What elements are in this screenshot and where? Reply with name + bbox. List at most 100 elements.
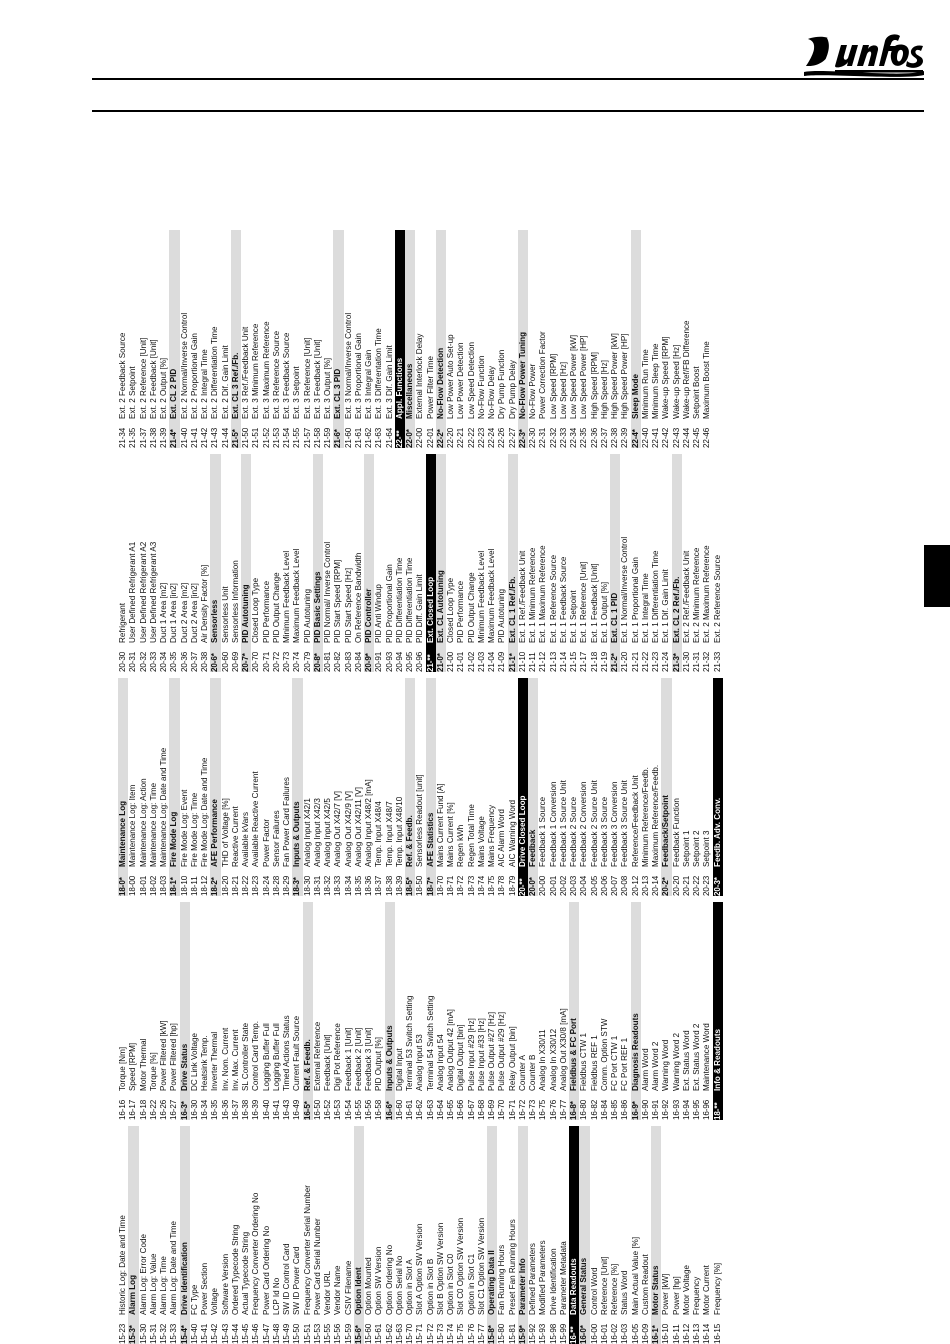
parameter-label: THD of Voltage [%]	[220, 798, 230, 867]
parameter-code: 21-19	[599, 651, 609, 672]
parameter-code: 16-5*	[302, 1101, 312, 1120]
parameter-code: 15-31	[148, 1323, 158, 1344]
group-header-row: 21-4* Ext. CL 2 PID	[169, 230, 180, 448]
group-header-row: 15-4* Drive Identification	[179, 1126, 190, 1344]
parameter-row: 16-66 Digital Output [bin]	[456, 902, 466, 1120]
parameter-row: 22-21 Low Power Detection	[456, 230, 466, 448]
parameter-code: 15-92	[528, 1323, 537, 1344]
parameter-row: 18-24 Power Factor	[262, 678, 272, 896]
parameter-row: 20-37 Duct 2 Area [in2]	[190, 454, 200, 672]
parameter-row: 22-22 Low Speed Detection	[467, 230, 477, 448]
parameter-code: 16-0*	[579, 1325, 589, 1344]
parameter-code: 21-54	[282, 427, 291, 448]
parameter-label: Fieldbus & FC Port	[569, 1018, 578, 1091]
group-header-row: 15-9* Parameter Info	[517, 1126, 528, 1344]
parameter-code: 16-13	[692, 1323, 701, 1344]
parameter-row: 16-41 Logging Buffer Full	[272, 902, 282, 1120]
group-header-row: 18-5* Ref. & Feedb.	[405, 678, 416, 896]
parameter-code: 21-6*	[333, 429, 343, 448]
parameter-code: 20-21	[681, 875, 691, 896]
parameter-row: 16-69 Pulse Output #27 [Hz]	[487, 902, 497, 1120]
parameter-label: PID Autotuning	[241, 584, 250, 643]
parameter-code: 16-36	[220, 1099, 230, 1120]
parameter-code: 20-35	[169, 651, 179, 672]
parameter-row: 16-94 Ext. Status Word	[682, 902, 692, 1120]
section-header-row: 20-** Drive Closed Loop	[517, 678, 528, 896]
parameter-row: 15-73 Slot B Option SW Version	[436, 1126, 446, 1344]
parameter-code: 20-36	[179, 651, 189, 672]
group-header-row: 18-7* AFE Statistics	[425, 678, 436, 896]
parameter-row: 21-44 Ext. 2 Dif. Gain Limit	[221, 230, 231, 448]
parameter-label: PID Start Speed [RPM]	[333, 559, 343, 643]
section-header-row: 18-** Info & Readouts	[712, 902, 723, 1120]
parameter-row: 16-03 Status Word	[620, 1126, 630, 1344]
parameter-code: 15-50	[292, 1323, 302, 1344]
parameter-row: 15-81 Preset Fan Running Hours	[508, 1126, 518, 1344]
parameter-code: 20-12	[630, 875, 640, 896]
parameter-row: 16-68 Pulse Input #33 [Hz]	[477, 902, 487, 1120]
parameter-label: Option SW Version	[374, 1246, 384, 1315]
parameter-row: 22-26 Dry Pump Function	[497, 230, 507, 448]
parameter-label: Heatsink Temp.	[200, 1035, 209, 1091]
parameter-label: Ext. 1 Ref./Feedback Unit	[517, 550, 527, 643]
parameter-row: 15-42 Voltage	[210, 1126, 220, 1344]
parameter-row: 16-11 Power [hp]	[672, 1126, 682, 1344]
parameter-code: 18-28	[271, 875, 281, 896]
group-header-row: 20-8* PID Basic Settings	[312, 454, 323, 672]
parameter-row: 20-23 Setpoint 3	[702, 678, 712, 896]
parameter-label: Minimum Sleep Time	[651, 343, 660, 419]
parameter-code: 22-34	[569, 427, 578, 448]
parameter-code: 21-1*	[507, 653, 517, 672]
parameter-label: User Defined Refrigerant A1	[128, 541, 138, 643]
parameter-label: PID Autotuning	[497, 589, 507, 643]
parameter-row: 16-02 Reference [%]	[610, 1126, 620, 1344]
parameter-label: Ext. 2 Output [%]	[159, 357, 168, 419]
parameter-code: 15-6*	[353, 1325, 363, 1344]
parameter-row: 16-27 Power Filtered [hp]	[169, 902, 179, 1120]
parameter-row: 21-21 Ext. 1 Proportional Gain	[631, 454, 641, 672]
parameter-label: Motor Current	[702, 1265, 712, 1315]
parameter-code: 15-42	[210, 1323, 220, 1344]
parameter-code: 21-31	[692, 651, 701, 672]
parameter-row: 16-38 SL Controller State	[241, 902, 251, 1120]
group-header-row: 16-3* Drive Status	[179, 902, 190, 1120]
parameter-label: Ext. CL 2 Ref./Fb.	[671, 576, 681, 643]
parameter-code: 20-74	[292, 651, 302, 672]
parameter-label: SW ID Power Card	[292, 1246, 302, 1315]
parameter-label: Miscellaneous	[405, 363, 414, 419]
parameter-label: PID Diff. Gain Limit	[415, 574, 425, 643]
parameter-label: Minimum Feedback Level	[476, 550, 486, 643]
parameter-code: 16-63	[425, 1099, 435, 1120]
parameter-code: 22-00	[415, 427, 425, 448]
parameter-code: 21-12	[538, 651, 548, 672]
parameter-row: 22-01 Power Filter Time	[426, 230, 436, 448]
parameter-label: FC Port CTW 1	[610, 1035, 619, 1091]
parameter-code: 21-57	[302, 427, 312, 448]
parameter-row: 20-07 Feedback 3 Conversion	[610, 678, 620, 896]
parameter-code: 15-71	[415, 1323, 425, 1344]
parameter-code: 22-46	[702, 427, 712, 448]
parameter-code: 18-39	[394, 875, 404, 896]
parameter-label: Feedback 2 Conversion	[579, 781, 589, 867]
parameter-code: 20-08	[620, 875, 630, 896]
parameter-code: 16-22	[148, 1099, 158, 1120]
parameter-label: Feedback 3 Source	[599, 796, 609, 867]
parameter-code: 15-98	[548, 1323, 558, 1344]
header-rule-top	[92, 78, 924, 80]
parameter-row: 16-50 External Reference	[313, 902, 323, 1120]
parameter-row: 18-72 Regen kWh	[456, 678, 466, 896]
parameter-row: 15-32 Alarm Log: Time	[159, 1126, 169, 1344]
parameter-code: 15-53	[312, 1323, 322, 1344]
group-header-row: 22-2* No-Flow Detection	[435, 230, 446, 448]
parameter-label: Ext. CL 3 Ref./Fb.	[230, 352, 240, 419]
parameter-label: Ext. 2 Ref./Feedback Unit	[681, 550, 691, 643]
parameter-row: 18-70 Mains Current Fund [A]	[436, 678, 446, 896]
parameter-label: Power [kW]	[661, 1273, 671, 1315]
group-header-row: 16-0* General Status	[579, 1126, 590, 1344]
parameter-label: Maintenance Log: Time	[148, 782, 158, 867]
parameter-row: 15-61 Option SW Version	[374, 1126, 384, 1344]
parameter-label: Status Word	[620, 1270, 630, 1315]
parameter-row: 16-62 Analog Input 53	[415, 902, 425, 1120]
parameter-label: Ext. 1 Minimum Reference	[528, 547, 537, 643]
parameter-code: 16-6*	[384, 1101, 394, 1120]
